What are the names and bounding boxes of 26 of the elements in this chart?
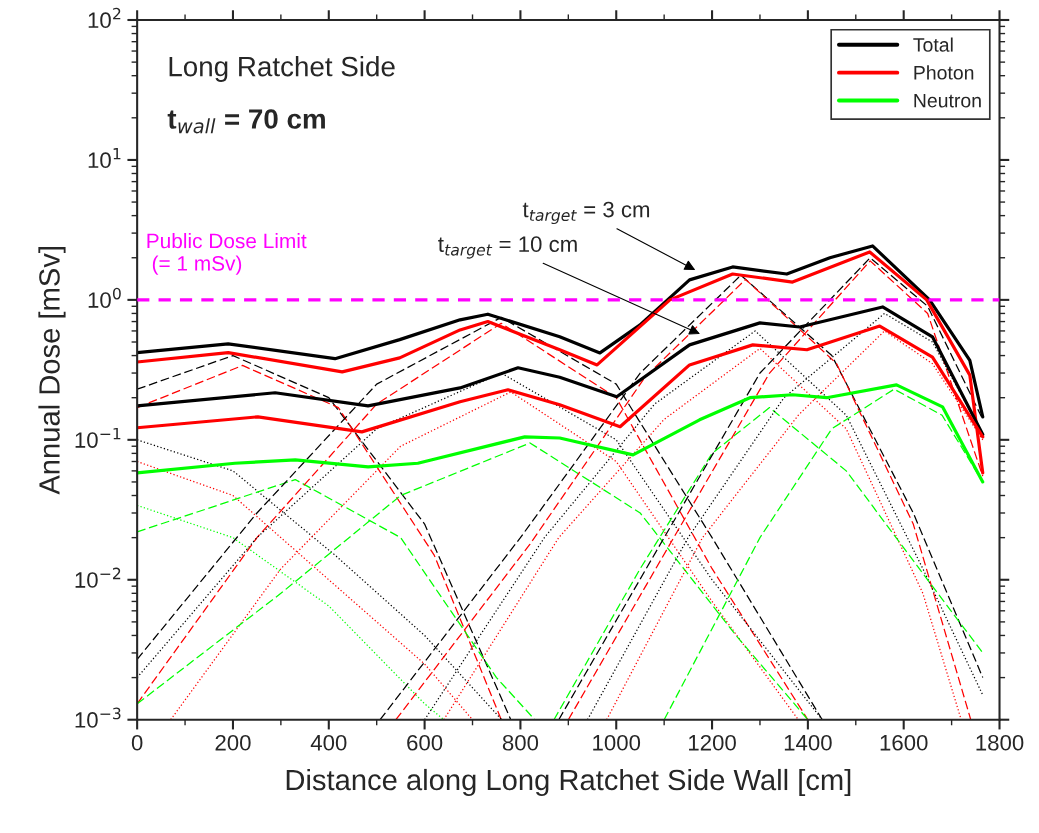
y-tick-label: 10$^{0}$ <box>88 287 121 308</box>
annotation: t$_{target}$ = 3 cm <box>522 201 650 225</box>
x-tick-label: 1200 <box>689 734 736 751</box>
y-tick-label: 10$^{−3}$ <box>75 707 121 728</box>
legend-label: Photon <box>914 65 974 80</box>
x-tick-label: 1400 <box>784 734 832 751</box>
x-tick-label: 600 <box>407 734 443 751</box>
y-tick-label: 10$^{−2}$ <box>75 567 121 588</box>
annotation: t$_{target}$ = 10 cm <box>438 236 577 259</box>
x-tick-label: 800 <box>502 734 539 751</box>
y-axis-title: Annual Dose [mSv] <box>38 247 66 495</box>
x-tick-label: 1800 <box>976 734 1024 751</box>
y-tick-label: 10$^{2}$ <box>88 7 121 29</box>
y-tick-label: 10$^{1}$ <box>88 147 121 169</box>
x-tick-label: 400 <box>310 734 347 751</box>
x-tick-label: 0 <box>131 734 143 751</box>
ref-line-label: Public Dose Limit (= 1 mSv) <box>147 233 307 275</box>
y-tick-label: 10$^{−1}$ <box>75 427 121 448</box>
x-axis-title: Distance along Long Ratchet Side Wall [cm] <box>286 768 851 797</box>
x-tick-label: 1000 <box>593 734 641 751</box>
x-tick-label: 200 <box>215 734 251 751</box>
legend-label: Neutron <box>914 93 981 108</box>
annotation: Long Ratchet Side <box>169 56 395 82</box>
annotation: t$_{wall}$ = 70 cm <box>167 109 325 134</box>
x-tick-label: 1600 <box>880 734 928 751</box>
legend-label: Total <box>913 37 953 52</box>
